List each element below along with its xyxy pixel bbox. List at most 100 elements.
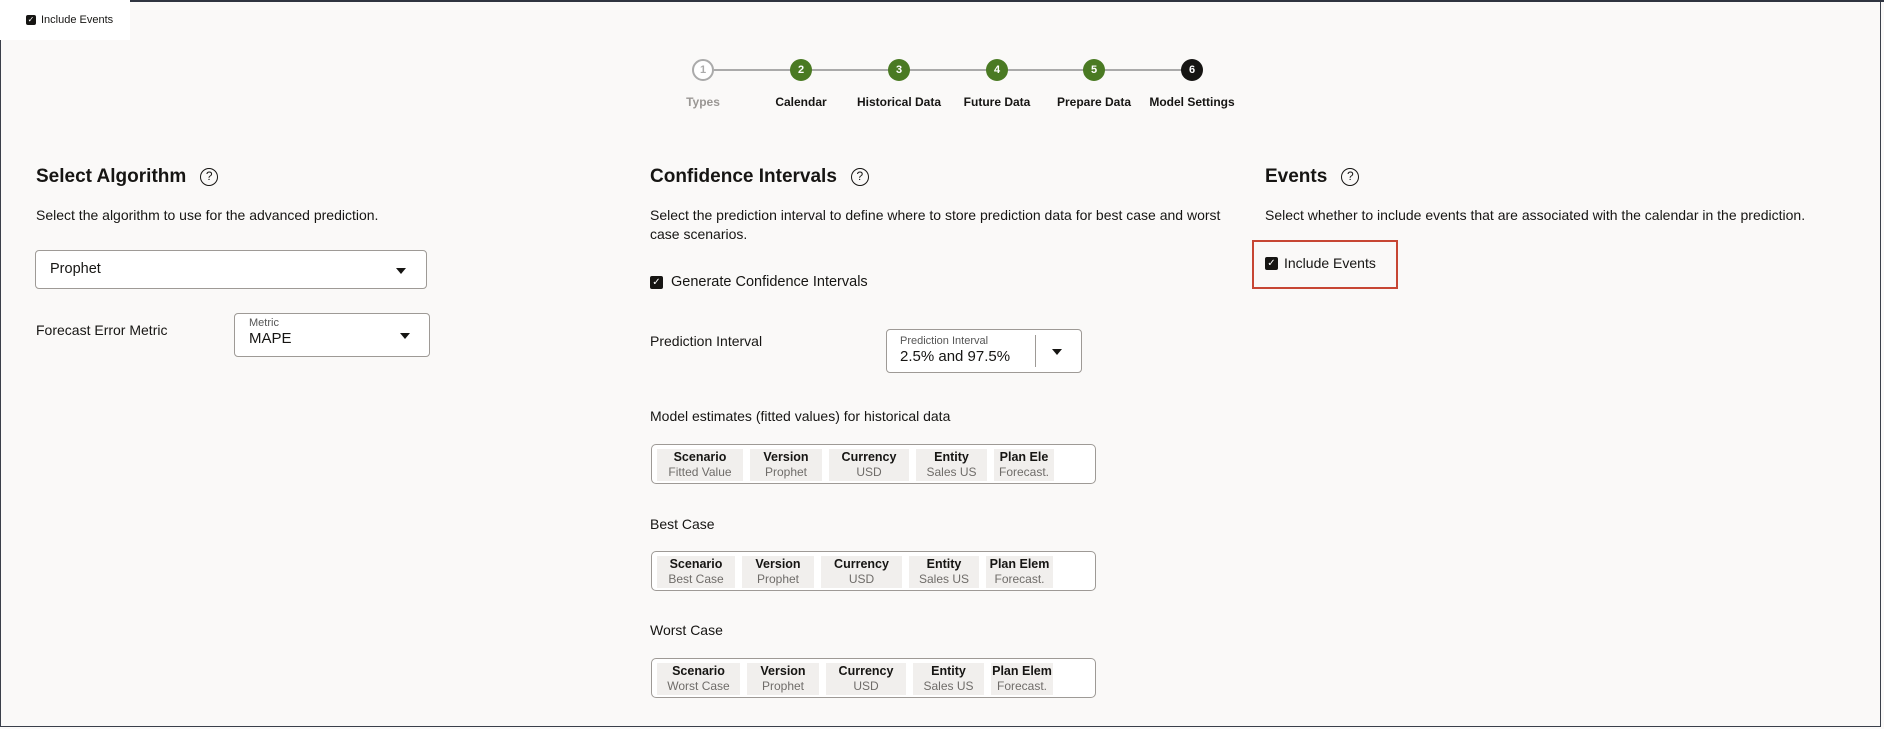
top-border <box>60 0 1884 2</box>
dimension-name: Scenario <box>672 664 725 678</box>
dimension-chip[interactable]: Entity Sales US <box>916 449 987 481</box>
caret-down-icon <box>1052 349 1062 355</box>
help-circle-icon[interactable]: ? <box>200 168 219 186</box>
metric-field-label: Metric <box>249 317 279 329</box>
interval-value: 2.5% and 97.5% <box>900 348 1011 365</box>
help-circle-icon[interactable]: ? <box>1341 168 1360 186</box>
confidence-intervals-heading: Confidence Intervals? <box>650 166 869 188</box>
group-label: Worst Case <box>650 622 723 638</box>
step-label[interactable]: Model Settings <box>1149 95 1235 109</box>
include-events-tooltip: ✓ Include Events <box>0 0 130 40</box>
dimension-member: Prophet <box>761 679 805 693</box>
checkmark-icon[interactable]: ✓ <box>26 15 36 25</box>
highlight-box <box>1252 240 1398 289</box>
dimension-chip[interactable]: Plan Elem Forecast. <box>986 556 1053 588</box>
dimension-chip[interactable]: Scenario Fitted Value <box>657 449 743 481</box>
dimension-member: USD <box>856 465 882 479</box>
metric-select[interactable]: Metric MAPE <box>234 313 430 357</box>
group-label: Best Case <box>650 516 715 532</box>
step-4-circle[interactable]: 4 <box>986 59 1008 81</box>
metric-value: MAPE <box>249 330 292 347</box>
dimension-member: Prophet <box>756 572 800 586</box>
step-label[interactable]: Prepare Data <box>1056 95 1132 109</box>
help-circle-icon[interactable]: ? <box>850 168 869 186</box>
dimension-chip[interactable]: Currency USD <box>821 556 902 588</box>
dimension-name: Version <box>755 557 801 571</box>
dimension-member: Forecast. <box>998 465 1049 479</box>
dimension-member: USD <box>853 679 879 693</box>
events-heading: Events? <box>1265 166 1360 188</box>
include-events-checkbox[interactable]: ✓ Include Events <box>1265 255 1376 271</box>
dimension-member: Sales US <box>923 679 974 693</box>
events-description: Select whether to include events that ar… <box>1265 207 1806 223</box>
dimension-member: USD <box>848 572 875 586</box>
dimension-member: Worst Case <box>667 679 730 693</box>
dimension-member: Sales US <box>918 572 970 586</box>
intersection-selector[interactable]: Scenario Best Case Version Prophet Currency U… <box>651 551 1096 591</box>
step-5-circle[interactable]: 5 <box>1083 59 1105 81</box>
dimension-name: Scenario <box>669 557 723 571</box>
dimension-name: Currency <box>834 557 889 571</box>
confidence-description: Select the prediction interval to define… <box>650 207 1221 242</box>
stepper-line <box>714 69 1192 71</box>
dimension-name: Version <box>760 664 806 678</box>
dimension-chip[interactable]: Scenario Worst Case <box>657 663 740 695</box>
dimension-name: Entity <box>934 450 969 464</box>
algorithm-select[interactable]: Prophet <box>35 250 427 289</box>
dimension-member: Sales US <box>926 465 977 479</box>
dimension-name: Scenario <box>673 450 727 464</box>
dimension-chip[interactable]: Currency USD <box>826 663 906 695</box>
step-6-circle[interactable]: 6 <box>1181 59 1203 81</box>
intersection-selector[interactable]: Scenario Worst Case Version Prophet Currency… <box>651 658 1096 698</box>
dimension-name: Currency <box>841 450 897 464</box>
tooltip-label: Include Events <box>41 14 114 26</box>
dimension-chip[interactable]: Plan Ele Forecast. <box>994 449 1054 481</box>
dimension-name: Plan Ele <box>999 450 1049 464</box>
dimension-name: Entity <box>931 664 966 678</box>
checkbox-label: Generate Confidence Intervals <box>671 274 868 290</box>
caret-down-icon <box>400 333 410 339</box>
dimension-chip[interactable]: Currency USD <box>829 449 909 481</box>
dimension-chip[interactable]: Version Prophet <box>747 663 819 695</box>
step-label[interactable]: Types <box>686 95 720 109</box>
section-title: Confidence Intervals <box>650 166 837 187</box>
select-divider <box>1035 335 1036 367</box>
checkbox-label: Include Events <box>1284 255 1376 271</box>
dimension-chip[interactable]: Entity Sales US <box>913 663 984 695</box>
group-label: Model estimates (fitted values) for hist… <box>650 408 951 424</box>
step-label[interactable]: Calendar <box>775 95 827 109</box>
select-algorithm-heading: Select Algorithm? <box>36 166 219 188</box>
dimension-member: Forecast. <box>994 572 1045 586</box>
section-title: Events <box>1265 166 1328 187</box>
forecast-error-metric-label: Forecast Error Metric <box>36 322 168 338</box>
dimension-member: Forecast. <box>996 679 1047 693</box>
algorithm-value: Prophet <box>50 261 101 277</box>
dimension-chip[interactable]: Version Prophet <box>742 556 814 588</box>
dimension-chip[interactable]: Scenario Best Case <box>657 556 735 588</box>
caret-down-icon <box>396 268 406 274</box>
prediction-interval-select[interactable]: Prediction Interval 2.5% and 97.5% <box>886 329 1082 373</box>
dimension-member: Fitted Value <box>668 465 732 479</box>
interval-field-label: Prediction Interval <box>900 335 989 347</box>
checkmark-icon[interactable]: ✓ <box>1265 256 1278 270</box>
dimension-name: Currency <box>838 664 894 678</box>
step-3-circle[interactable]: 3 <box>888 59 910 81</box>
dimension-chip[interactable]: Plan Elem Forecast. <box>991 663 1053 695</box>
dimension-name: Plan Elem <box>992 664 1052 678</box>
dimension-name: Version <box>763 450 809 464</box>
step-1-circle[interactable]: 1 <box>692 59 714 81</box>
dimension-name: Entity <box>926 557 962 571</box>
step-2-circle[interactable]: 2 <box>790 59 812 81</box>
dimension-member: Prophet <box>764 465 808 479</box>
step-label[interactable]: Future Data <box>963 95 1031 109</box>
prediction-interval-label: Prediction Interval <box>650 333 763 349</box>
intersection-selector[interactable]: Scenario Fitted Value Version Prophet Curren… <box>651 444 1096 484</box>
checkmark-icon[interactable]: ✓ <box>650 275 663 289</box>
dimension-member: Best Case <box>668 572 724 586</box>
dimension-chip[interactable]: Entity Sales US <box>909 556 979 588</box>
generate-confidence-checkbox[interactable]: ✓ Generate Confidence Intervals <box>650 274 868 290</box>
step-label[interactable]: Historical Data <box>856 95 942 109</box>
dimension-chip[interactable]: Version Prophet <box>750 449 822 481</box>
algorithm-description: Select the algorithm to use for the adva… <box>36 207 379 223</box>
